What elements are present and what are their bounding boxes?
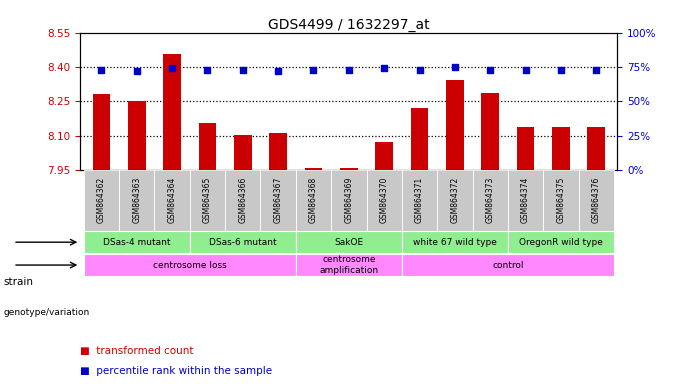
- Bar: [508, 231, 614, 253]
- Bar: [411, 108, 428, 170]
- Bar: [305, 168, 322, 170]
- Bar: [84, 170, 119, 231]
- Bar: [260, 170, 296, 231]
- Point: [96, 66, 107, 73]
- Text: GSM864367: GSM864367: [273, 177, 283, 223]
- Text: SakOE: SakOE: [335, 238, 363, 247]
- Bar: [588, 127, 605, 170]
- Bar: [367, 170, 402, 231]
- Bar: [234, 135, 252, 170]
- Text: centrosome loss: centrosome loss: [153, 261, 226, 270]
- Text: DSas-6 mutant: DSas-6 mutant: [209, 238, 277, 247]
- Bar: [296, 170, 331, 231]
- Point: [379, 65, 390, 71]
- Text: white 67 wild type: white 67 wild type: [413, 238, 497, 247]
- Point: [414, 66, 425, 73]
- Point: [485, 66, 496, 73]
- Text: GSM864365: GSM864365: [203, 177, 212, 223]
- Text: strain: strain: [3, 277, 33, 287]
- Bar: [517, 127, 534, 170]
- Bar: [199, 123, 216, 170]
- Point: [273, 68, 284, 74]
- Point: [343, 66, 354, 73]
- Text: GSM864373: GSM864373: [486, 177, 495, 223]
- Bar: [437, 170, 473, 231]
- Bar: [552, 127, 570, 170]
- Text: GSM864372: GSM864372: [450, 177, 460, 223]
- Bar: [446, 79, 464, 170]
- Text: GSM864375: GSM864375: [556, 177, 565, 223]
- Text: ■  percentile rank within the sample: ■ percentile rank within the sample: [80, 366, 273, 376]
- Bar: [92, 94, 110, 170]
- Point: [167, 65, 177, 71]
- Bar: [84, 231, 190, 253]
- Bar: [473, 170, 508, 231]
- Point: [131, 68, 142, 74]
- Point: [237, 66, 248, 73]
- Text: GSM864366: GSM864366: [238, 177, 248, 223]
- Bar: [508, 170, 543, 231]
- Bar: [296, 231, 402, 253]
- Point: [556, 66, 566, 73]
- Text: control: control: [492, 261, 524, 270]
- Bar: [543, 170, 579, 231]
- Bar: [269, 133, 287, 170]
- Bar: [579, 170, 614, 231]
- Text: ■  transformed count: ■ transformed count: [80, 346, 194, 356]
- Point: [202, 66, 213, 73]
- Bar: [402, 170, 437, 231]
- Bar: [128, 101, 146, 170]
- Point: [520, 66, 531, 73]
- Bar: [402, 254, 614, 276]
- Bar: [154, 170, 190, 231]
- Title: GDS4499 / 1632297_at: GDS4499 / 1632297_at: [268, 18, 430, 31]
- Text: GSM864370: GSM864370: [379, 177, 389, 223]
- Bar: [84, 254, 296, 276]
- Bar: [119, 170, 154, 231]
- Text: genotype/variation: genotype/variation: [3, 308, 90, 318]
- Bar: [190, 231, 296, 253]
- Point: [308, 66, 319, 73]
- Text: GSM864369: GSM864369: [344, 177, 354, 223]
- Bar: [481, 93, 499, 170]
- Text: GSM864374: GSM864374: [521, 177, 530, 223]
- Text: GSM864364: GSM864364: [168, 177, 177, 223]
- Text: GSM864376: GSM864376: [592, 177, 600, 223]
- Text: GSM864368: GSM864368: [309, 177, 318, 223]
- Bar: [375, 142, 393, 170]
- Bar: [163, 55, 181, 170]
- Text: GSM864371: GSM864371: [415, 177, 424, 223]
- Text: GSM864362: GSM864362: [97, 177, 106, 223]
- Text: DSas-4 mutant: DSas-4 mutant: [103, 238, 171, 247]
- Bar: [296, 254, 402, 276]
- Text: OregonR wild type: OregonR wild type: [519, 238, 603, 247]
- Bar: [225, 170, 260, 231]
- Point: [449, 64, 460, 70]
- Text: GSM864363: GSM864363: [133, 177, 141, 223]
- Bar: [340, 168, 358, 170]
- Point: [591, 66, 602, 73]
- Bar: [190, 170, 225, 231]
- Text: centrosome
amplification: centrosome amplification: [320, 255, 378, 275]
- Bar: [331, 170, 367, 231]
- Bar: [402, 231, 508, 253]
